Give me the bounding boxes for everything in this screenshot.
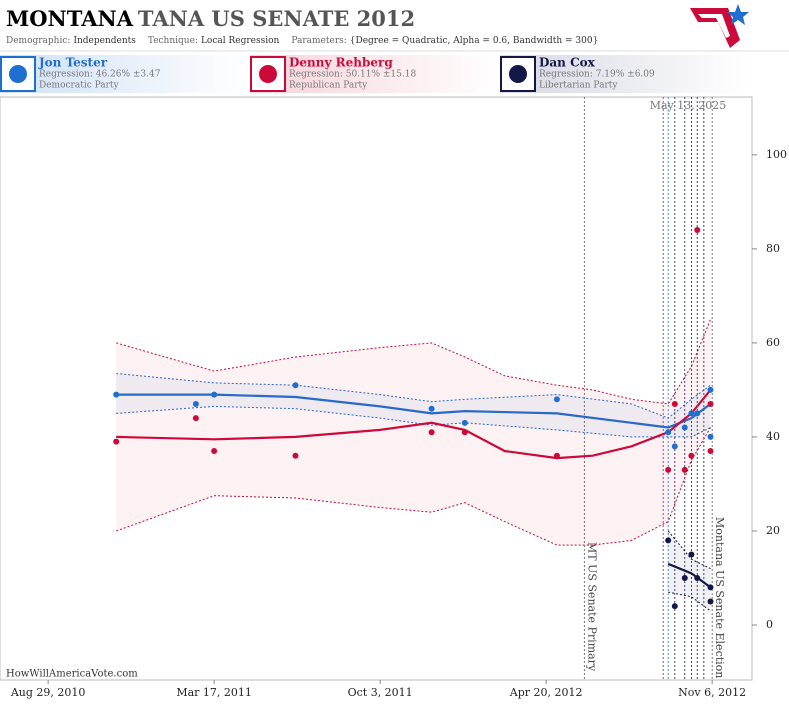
annotation-label: Montana US Senate Election	[713, 517, 726, 678]
poll-point	[292, 452, 299, 459]
poll-point	[707, 401, 714, 408]
poll-point	[461, 419, 468, 426]
poll-point	[428, 429, 435, 436]
legend-party: Democratic Party	[39, 81, 120, 91]
poll-point	[688, 452, 695, 459]
poll-point	[671, 443, 678, 450]
poll-point	[707, 386, 714, 393]
poll-point	[665, 466, 672, 473]
annotation-label: MT US Senate Primary	[585, 542, 598, 672]
legend-name: Jon Tester	[38, 56, 108, 70]
legend-icon-mark	[509, 65, 527, 83]
title: MONTANA TANA US SENATE 2012	[6, 6, 415, 31]
y-tick-label: 20	[766, 524, 780, 537]
poll-point	[211, 391, 218, 398]
poll-point	[694, 227, 701, 234]
regression-line	[667, 562, 712, 589]
band-upper	[116, 373, 711, 419]
subtitle: Demographic: Independents Technique: Local …	[6, 36, 598, 46]
legend-name: Denny Rehberg	[289, 56, 393, 70]
y-tick-label: 40	[766, 430, 780, 443]
legend-regression: Regression: 46.26% ±3.47	[39, 70, 161, 80]
poll-point	[211, 448, 218, 455]
band-upper	[667, 530, 711, 570]
title-rest: TANA US SENATE 2012	[138, 6, 415, 31]
poll-point	[192, 415, 199, 422]
band-upper	[116, 319, 711, 405]
poll-point	[694, 574, 701, 581]
logo	[686, 4, 749, 50]
poll-point	[707, 448, 714, 455]
poll-point	[553, 396, 560, 403]
legend-name: Dan Cox	[539, 56, 596, 70]
legend-icon-mark	[9, 65, 27, 83]
poll-point	[688, 410, 695, 417]
y-tick-label: 0	[766, 618, 773, 631]
legend-party: Republican Party	[289, 81, 368, 91]
plot-frame	[0, 96, 753, 681]
x-tick-label: Oct 3, 2011	[348, 686, 413, 699]
poll-point	[428, 405, 435, 412]
poll-point	[707, 584, 714, 591]
title-bold: MONTANA	[6, 6, 134, 31]
poll-point	[694, 410, 701, 417]
poll-point	[192, 401, 199, 408]
poll-point	[671, 603, 678, 610]
y-tick-label: 100	[766, 148, 787, 161]
poll-point	[113, 438, 120, 445]
legend-icon	[0, 56, 36, 92]
poll-point	[665, 429, 672, 436]
poll-point	[707, 433, 714, 440]
footer: HowWillAmericaVote.com	[6, 669, 138, 680]
label: Technique:	[148, 36, 198, 46]
y-tick-label: 80	[766, 242, 780, 255]
annotation-label: May 13, 2025	[650, 99, 727, 112]
legend-box	[250, 55, 498, 93]
legend-regression: Regression: 7.19% ±6.09	[539, 70, 655, 80]
poll-point	[681, 574, 688, 581]
poll-point	[553, 452, 560, 459]
poll-point	[688, 551, 695, 558]
confidence-band	[668, 531, 711, 611]
x-tick-label: Aug 29, 2010	[10, 686, 86, 699]
legend-box	[0, 55, 248, 93]
value: Independents	[73, 36, 136, 46]
poll-point	[671, 401, 678, 408]
value: Local Regression	[201, 36, 280, 46]
regression-line	[116, 393, 712, 429]
label: Parameters:	[291, 36, 346, 46]
legend-icon-mark	[259, 65, 277, 83]
x-tick-label: Mar 17, 2011	[176, 686, 252, 699]
poll-point	[113, 391, 120, 398]
poll-point	[707, 598, 714, 605]
band-lower	[116, 427, 711, 546]
x-tick-label: Nov 6, 2012	[678, 686, 746, 699]
x-tick-label: Apr 20, 2012	[509, 686, 583, 699]
label: Demographic:	[6, 36, 70, 46]
legend-regression: Regression: 50.11% ±15.18	[289, 70, 416, 80]
confidence-band	[116, 319, 711, 546]
value: {Degree = Quadratic, Alpha = 0.6, Bandwi…	[350, 36, 599, 46]
confidence-band	[116, 373, 711, 437]
poll-point	[292, 382, 299, 389]
legend-box	[500, 55, 748, 93]
poll-point	[461, 429, 468, 436]
y-tick-label: 60	[766, 336, 780, 349]
poll-point	[681, 466, 688, 473]
poll-point	[681, 424, 688, 431]
poll-point	[665, 537, 672, 544]
legend-party: Libertarian Party	[539, 81, 618, 91]
